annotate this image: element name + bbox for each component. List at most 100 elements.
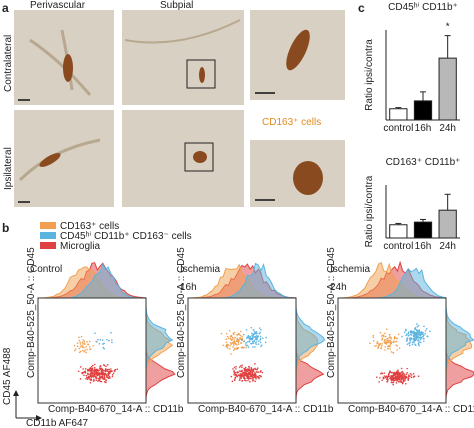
x-axis-label: CD11b AF647 — [26, 418, 89, 428]
event-dot — [392, 376, 395, 379]
event-dot — [74, 348, 77, 350]
event-dot — [242, 371, 244, 374]
event-dot — [234, 336, 236, 339]
event-dot — [233, 331, 236, 334]
event-dot — [241, 380, 243, 382]
event-dot — [406, 339, 408, 341]
event-dot — [386, 341, 388, 344]
event-dot — [85, 351, 88, 354]
event-dot — [108, 339, 110, 342]
event-dot — [100, 367, 102, 370]
event-dot — [235, 340, 238, 342]
event-dot — [238, 338, 241, 340]
event-dot — [106, 363, 109, 366]
event-dot — [99, 338, 102, 341]
event-dot — [381, 379, 383, 382]
event-dot — [100, 369, 103, 372]
event-dot — [413, 331, 415, 333]
event-dot — [106, 374, 108, 376]
event-dot — [395, 340, 398, 343]
event-dot — [412, 335, 415, 337]
event-dot — [259, 371, 262, 373]
event-dot — [247, 373, 250, 376]
event-dot — [251, 375, 253, 378]
event-dot — [88, 340, 91, 343]
event-dot — [403, 331, 406, 334]
event-dot — [233, 366, 236, 369]
micrograph — [14, 110, 114, 207]
event-dot — [104, 373, 107, 376]
event-dot — [229, 337, 232, 340]
event-dot — [253, 330, 256, 333]
event-dot — [394, 371, 396, 374]
micrograph — [122, 10, 244, 105]
event-dot — [229, 347, 231, 350]
event-dot — [116, 368, 119, 371]
event-dot — [238, 333, 241, 336]
event-dot — [100, 371, 103, 373]
event-dot — [82, 343, 84, 345]
event-dot — [244, 343, 247, 345]
event-dot — [105, 379, 107, 382]
event-dot — [108, 371, 110, 374]
event-dot — [252, 370, 255, 373]
event-dot — [102, 369, 104, 372]
event-dot — [106, 368, 109, 371]
event-dot — [258, 327, 261, 329]
event-dot — [241, 364, 243, 366]
event-dot — [423, 325, 425, 328]
event-dot — [247, 368, 249, 370]
event-dot — [93, 370, 95, 373]
event-dot — [386, 378, 389, 381]
event-dot — [416, 326, 419, 328]
event-dot — [87, 370, 89, 372]
event-dot — [256, 368, 258, 371]
event-dot — [103, 369, 105, 372]
event-dot — [226, 347, 229, 349]
event-dot — [94, 332, 96, 334]
event-dot — [393, 379, 396, 382]
event-dot — [87, 377, 89, 380]
event-dot — [102, 346, 105, 349]
event-dot — [87, 375, 90, 378]
event-dot — [84, 372, 87, 374]
event-dot — [419, 341, 422, 344]
event-dot — [246, 370, 248, 372]
event-dot — [88, 345, 91, 348]
event-dot — [253, 339, 256, 342]
event-dot — [407, 334, 410, 337]
event-dot — [254, 346, 256, 348]
event-dot — [80, 335, 83, 338]
plot-frame — [187, 297, 297, 404]
event-dot — [388, 339, 390, 342]
event-dot — [251, 334, 253, 337]
event-dot — [252, 341, 254, 343]
event-dot — [406, 338, 408, 340]
event-dot — [91, 367, 94, 370]
event-dot — [380, 347, 383, 350]
event-dot — [253, 335, 255, 338]
event-dot — [381, 372, 383, 374]
event-dot — [81, 341, 84, 344]
event-dot — [386, 377, 389, 379]
event-dot — [76, 345, 79, 347]
event-dot — [411, 343, 414, 346]
event-dot — [396, 345, 399, 347]
event-dot — [389, 370, 392, 373]
event-dot — [240, 346, 243, 349]
event-dot — [254, 363, 256, 365]
event-dot — [250, 374, 252, 377]
event-dot — [255, 343, 258, 345]
event-dot — [422, 331, 424, 334]
event-dot — [233, 374, 235, 376]
event-dot — [382, 334, 384, 336]
event-dot — [389, 348, 392, 350]
event-dot — [425, 328, 428, 330]
event-dot — [79, 343, 82, 345]
event-dot — [104, 367, 107, 370]
event-dot — [412, 331, 414, 334]
event-dot — [83, 346, 85, 349]
event-dot — [88, 376, 91, 379]
event-dot — [89, 367, 91, 370]
event-dot — [393, 373, 396, 376]
